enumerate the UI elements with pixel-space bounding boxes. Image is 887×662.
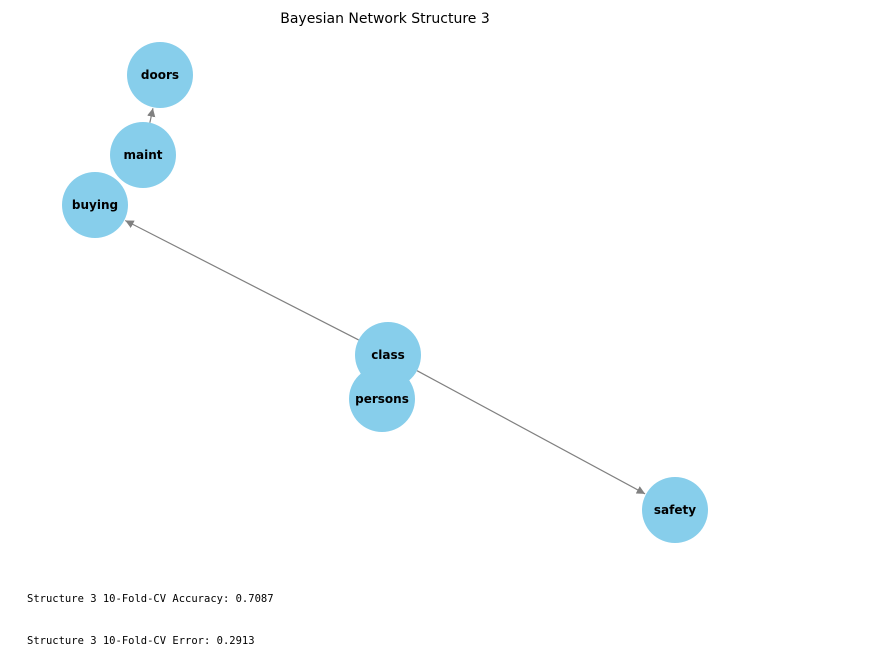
error-text: Structure 3 10-Fold-CV Error: 0.2913 bbox=[27, 635, 255, 647]
accuracy-text: Structure 3 10-Fold-CV Accuracy: 0.7087 bbox=[27, 593, 274, 605]
edge-class-to-safety bbox=[416, 370, 646, 495]
node-circle-doors bbox=[127, 42, 193, 108]
node-label-doors: doors bbox=[141, 68, 179, 82]
edge-maint-to-doors bbox=[147, 108, 156, 123]
node-safety: safety bbox=[642, 477, 708, 543]
node-circle-buying bbox=[62, 172, 128, 238]
node-buying: buying bbox=[62, 172, 128, 238]
nodes-layer: doors maint buying class persons safety bbox=[62, 42, 708, 543]
edges-layer bbox=[124, 108, 646, 495]
node-maint: maint bbox=[110, 122, 176, 188]
network-diagram: Bayesian Network Structure 3 doors maint b… bbox=[62, 11, 708, 543]
edge-class-to-buying bbox=[124, 219, 359, 341]
metrics-footer: Structure 3 10-Fold-CV Accuracy: 0.7087 … bbox=[27, 564, 274, 662]
node-persons: persons bbox=[349, 366, 415, 432]
diagram-title: Bayesian Network Structure 3 bbox=[280, 11, 490, 27]
node-circle-safety bbox=[642, 477, 708, 543]
node-doors: doors bbox=[127, 42, 193, 108]
node-label-safety: safety bbox=[654, 503, 696, 517]
node-circle-maint bbox=[110, 122, 176, 188]
node-label-maint: maint bbox=[124, 148, 163, 162]
node-label-buying: buying bbox=[72, 198, 118, 212]
node-label-persons: persons bbox=[355, 392, 409, 406]
node-circle-persons bbox=[349, 366, 415, 432]
node-label-class: class bbox=[371, 348, 405, 362]
